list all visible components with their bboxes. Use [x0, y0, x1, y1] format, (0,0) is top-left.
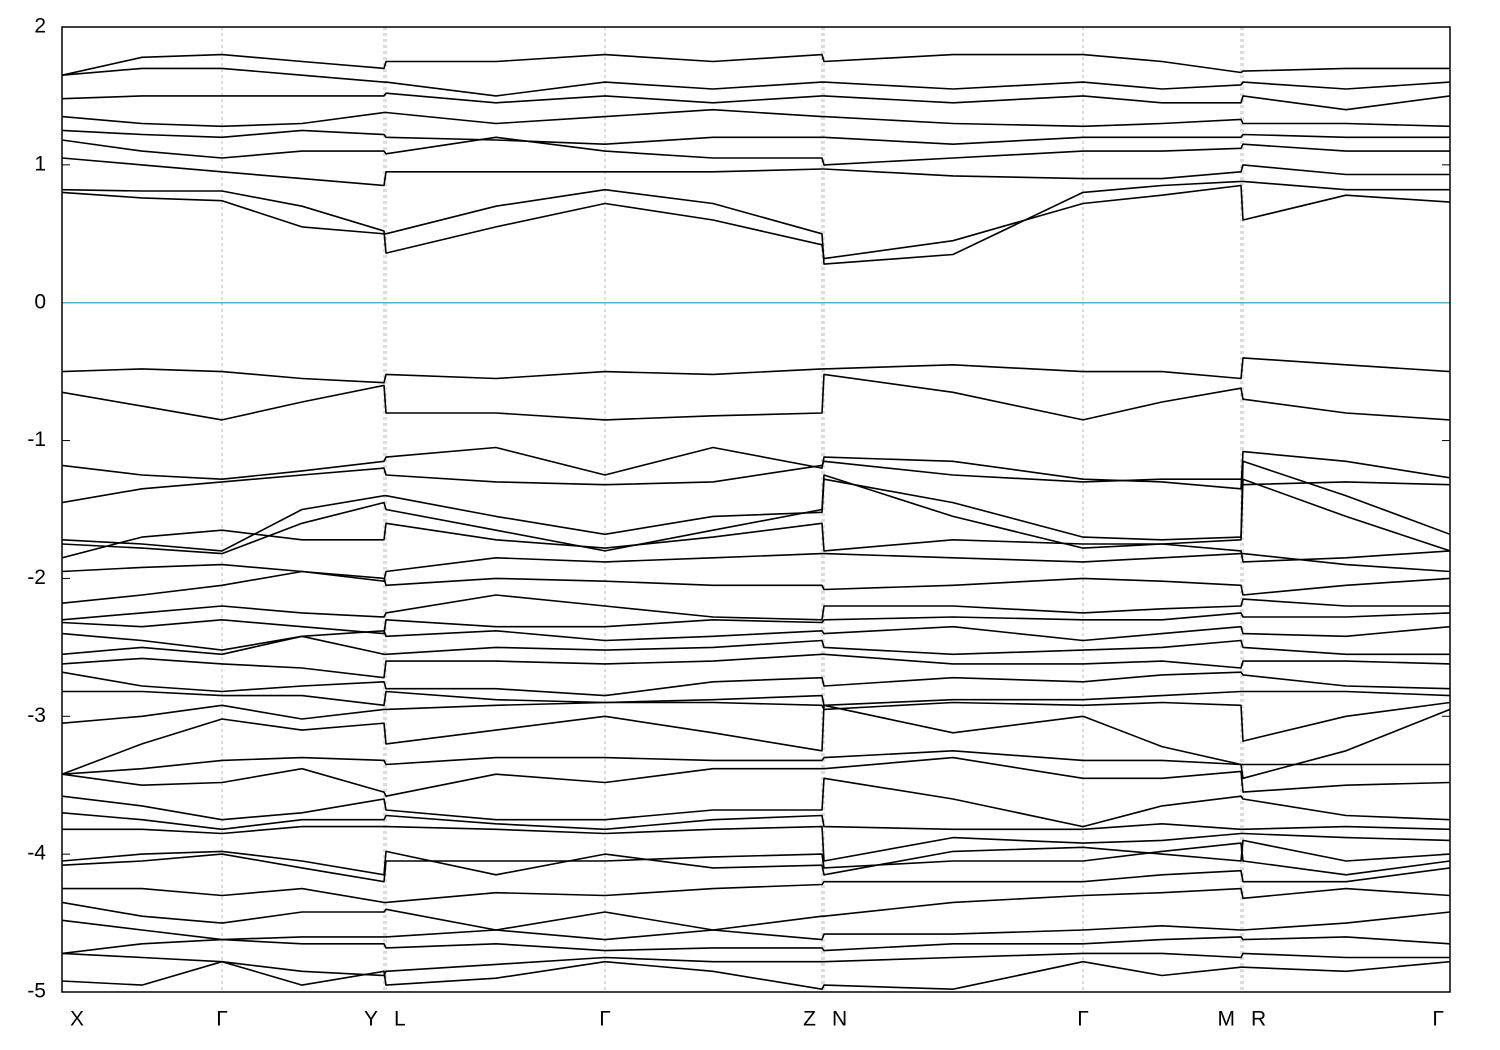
band-line — [62, 53, 1450, 76]
band-line — [62, 960, 1450, 990]
band-line — [62, 594, 1450, 621]
y-tick-label: -5 — [27, 980, 46, 1003]
band-line — [62, 612, 1450, 635]
band-line — [62, 357, 1450, 384]
band-line — [62, 911, 1450, 941]
band-line — [62, 653, 1450, 679]
axis-labels: -5 -4 -3 -2 -1 0 1 2 X Γ Y L Γ Z N Γ M R Γ — [27, 15, 1444, 1031]
x-tick-label: R — [1251, 1008, 1266, 1031]
band-line — [62, 108, 1450, 128]
band-line — [62, 690, 1450, 707]
band-line — [62, 777, 1450, 828]
band-line — [62, 129, 1450, 145]
x-tick-label: Z — [803, 1008, 816, 1031]
band-line — [62, 373, 1450, 421]
band-line — [62, 625, 1450, 651]
y-tick-label: 1 — [34, 152, 46, 175]
band-line — [62, 671, 1450, 697]
band-line — [62, 92, 1450, 111]
x-tick-label: X — [70, 1008, 84, 1031]
band-line — [62, 474, 1450, 555]
band-line — [62, 180, 1450, 265]
bands — [62, 53, 1450, 990]
band-line — [62, 704, 1450, 780]
band-line — [62, 839, 1450, 876]
y-tick-label: -1 — [27, 428, 46, 451]
band-line — [62, 522, 1450, 563]
band-line — [62, 157, 1450, 187]
band-line — [62, 825, 1450, 862]
band-line — [62, 67, 1450, 97]
x-tick-label: L — [394, 1008, 406, 1031]
band-line — [62, 446, 1450, 490]
x-tick-label: Γ — [216, 1008, 228, 1031]
x-tick-label: Γ — [599, 1008, 611, 1031]
y-tick-label: 2 — [34, 15, 46, 38]
band-line — [62, 936, 1450, 955]
x-tick-label: Y — [364, 1008, 378, 1031]
x-tick-label: Γ — [1077, 1008, 1089, 1031]
band-line — [62, 635, 1450, 656]
band-line — [62, 756, 1450, 797]
x-tick-label: M — [1218, 1008, 1236, 1031]
band-line — [62, 952, 1450, 977]
band-line — [62, 552, 1450, 582]
x-tick-label: Γ — [1432, 1008, 1444, 1031]
band-line — [62, 842, 1450, 883]
band-line — [62, 570, 1450, 604]
y-tick-label: -3 — [27, 704, 46, 727]
band-line — [62, 184, 1450, 260]
band-line — [62, 812, 1450, 831]
band-line — [62, 867, 1450, 904]
band-line — [62, 701, 1450, 742]
band-line — [62, 460, 1450, 504]
y-tick-label: -4 — [27, 842, 46, 865]
y-tick-label: 0 — [34, 290, 46, 313]
band-line — [62, 750, 1450, 775]
x-tick-label: N — [832, 1008, 847, 1031]
band-line — [62, 887, 1450, 931]
band-line — [62, 136, 1450, 166]
plot-frame — [61, 26, 1451, 993]
y-tick-label: -2 — [27, 566, 46, 589]
